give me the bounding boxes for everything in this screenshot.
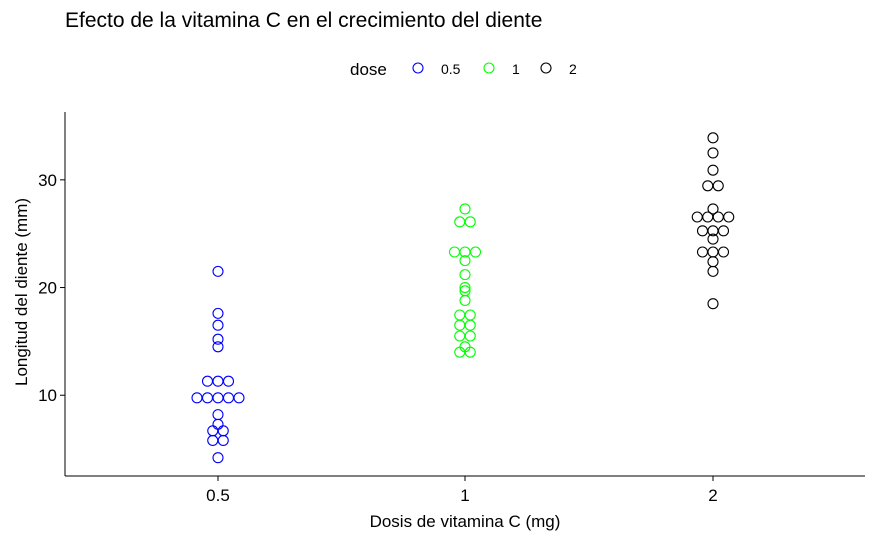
data-point-0.5 [212,341,224,353]
data-point-0.5 [212,409,224,421]
y-tick-label: 20 [38,279,57,298]
data-point-2 [707,203,719,215]
data-point-2 [702,211,714,223]
data-point-2 [707,246,719,258]
data-point-2 [696,246,709,258]
legend-label: 2 [569,61,577,77]
data-point-0.5 [201,392,214,404]
data-point-1 [454,330,466,342]
legend-label: 1 [512,61,520,77]
legend-label: 0.5 [441,61,461,77]
data-point-1 [448,246,461,258]
x-tick-label: 2 [708,486,717,505]
data-point-1 [459,281,471,294]
data-point-1 [454,346,466,358]
data-point-1 [454,216,466,228]
data-point-1 [464,216,476,228]
data-point-0.5 [191,392,203,404]
legend-key-1 [483,62,495,74]
data-point-1 [469,246,482,258]
data-point-0.5 [212,452,224,464]
data-point-1 [459,294,471,307]
data-point-0.5 [222,375,235,387]
data-points [191,132,735,464]
legend-items: 0.5 1 2 [412,61,577,77]
legend-key-2 [540,62,552,74]
data-point-0.5 [222,392,235,404]
data-point-2 [707,233,719,245]
data-point-1 [464,346,476,358]
y-tick-label: 10 [38,386,57,405]
data-point-0.5 [212,265,224,277]
data-point-2 [696,225,709,237]
data-point-1 [459,269,471,281]
data-point-0.5 [212,392,224,404]
data-point-1 [464,309,476,321]
data-point-1 [454,309,466,321]
data-point-2 [707,256,719,268]
y-axis-title: Longitud del diente (mm) [12,198,31,386]
data-point-2 [707,164,719,176]
data-point-1 [464,330,476,342]
legend-title: dose [350,60,387,79]
data-point-2 [707,298,719,310]
data-point-1 [459,255,471,267]
data-point-0.5 [233,392,245,404]
data-point-1 [454,319,466,331]
data-point-0.5 [217,425,229,437]
data-point-2 [707,265,719,277]
data-point-2 [691,211,703,223]
legend: dose 0.5 1 2 [350,60,577,79]
data-point-1 [459,203,471,215]
data-point-2 [702,180,714,192]
data-point-0.5 [212,307,224,319]
data-point-0.5 [212,375,224,387]
data-point-0.5 [217,434,229,447]
data-point-2 [707,132,719,144]
data-point-2 [712,211,724,223]
data-point-0.5 [201,375,214,387]
data-point-2 [717,246,730,258]
data-point-0.5 [207,425,219,437]
data-point-0.5 [212,319,224,331]
data-point-2 [707,147,719,159]
data-point-1 [459,341,471,353]
y-tick-label: 30 [38,171,57,190]
data-point-2 [717,225,730,237]
x-axis-ticks: 0.5 1 2 [206,476,718,505]
chart-title: Efecto de la vitamina C en el crecimient… [65,9,542,32]
data-point-0.5 [212,333,224,345]
x-tick-label: 0.5 [206,486,230,505]
legend-key-0.5 [412,62,424,74]
data-point-1 [464,319,476,331]
data-point-0.5 [207,434,219,447]
x-axis-title: Dosis de vitamina C (mg) [370,512,561,531]
data-point-2 [712,180,724,192]
y-axis-ticks: 10 20 30 [38,171,65,405]
x-tick-label: 1 [460,486,469,505]
data-point-0.5 [212,418,224,430]
data-point-2 [723,211,735,223]
